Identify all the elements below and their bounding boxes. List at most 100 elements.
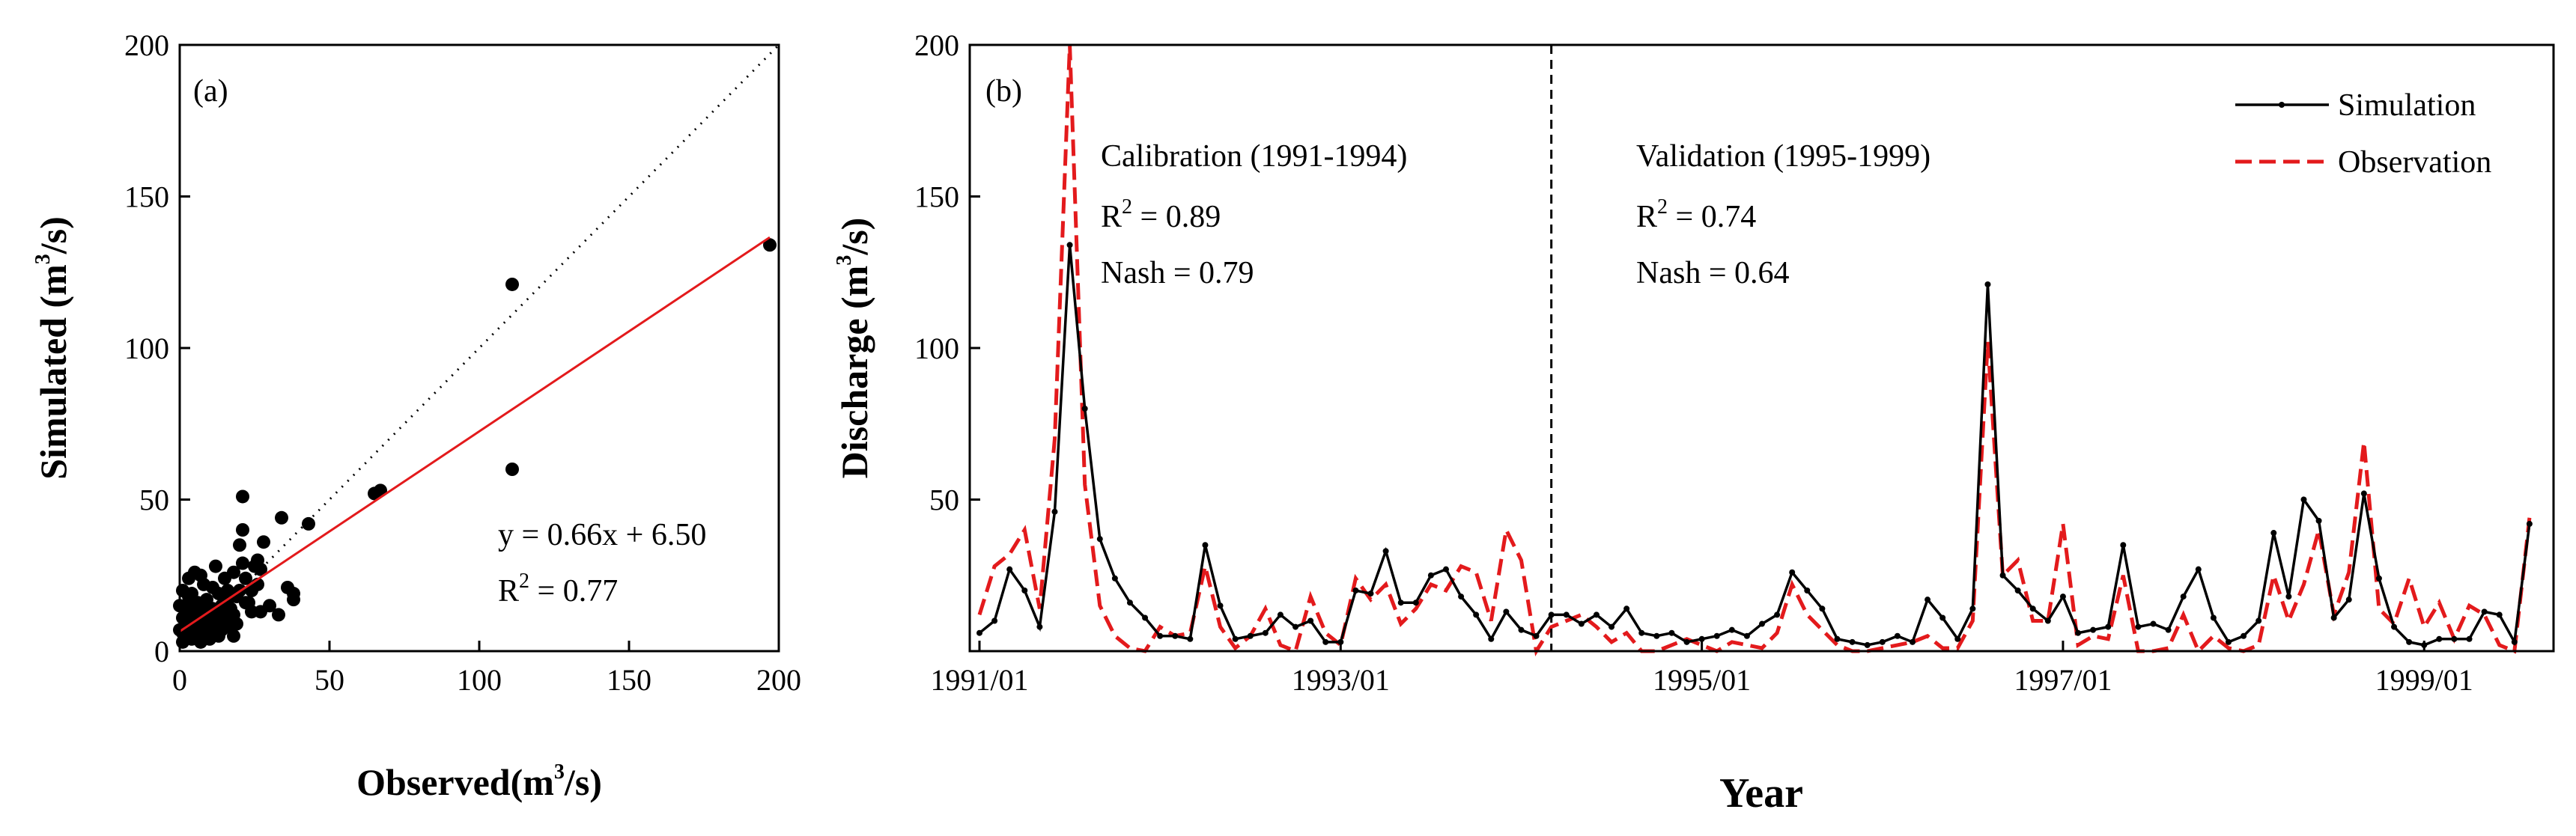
simulation-point — [1834, 635, 1841, 642]
scatter-point — [239, 571, 252, 585]
timeseries-y-tick-label: 50 — [929, 483, 959, 517]
scatter-point — [763, 238, 777, 252]
scatter-point — [194, 568, 207, 582]
simulation-markers — [976, 242, 2533, 648]
scatter-point — [236, 523, 249, 537]
scatter-point — [176, 611, 189, 625]
timeseries-x-tick-label: 1991/01 — [930, 663, 1028, 697]
simulation-point — [1638, 629, 1645, 636]
simulation-point — [1382, 548, 1389, 555]
validation-nash: Nash = 0.64 — [1636, 256, 1790, 290]
simulation-point — [1247, 632, 1254, 639]
simulation-point — [991, 617, 998, 624]
simulation-point — [2451, 635, 2458, 642]
simulation-point — [2315, 517, 2322, 524]
simulation-point — [2180, 594, 2187, 600]
calibration-title: Calibration (1991-1994) — [1101, 139, 1407, 174]
legend-simulation-label: Simulation — [2338, 88, 2476, 123]
scatter-x-tick-label: 150 — [607, 663, 651, 697]
simulation-point — [1081, 406, 1088, 412]
scatter-point — [209, 620, 222, 634]
simulation-point — [1668, 629, 1675, 636]
simulation-point — [1157, 632, 1164, 639]
simulation-point — [1262, 629, 1269, 636]
timeseries-x-axis-label: Year — [1719, 770, 1803, 817]
simulation-point — [1187, 635, 1194, 642]
scatter-point — [275, 510, 288, 525]
simulation-point — [1819, 605, 1826, 612]
scatter-point — [182, 571, 195, 585]
simulation-point — [1879, 638, 1886, 645]
scatter-points — [173, 238, 777, 649]
scatter-point — [272, 608, 285, 622]
simulation-point — [2014, 588, 2021, 594]
simulation-point — [1051, 508, 1058, 515]
simulation-point — [1473, 611, 1480, 618]
simulation-point — [2165, 626, 2172, 633]
simulation-point — [1789, 569, 1796, 576]
simulation-point — [2135, 623, 2142, 630]
simulation-point — [1142, 614, 1149, 621]
scatter-point — [230, 617, 243, 631]
legend-simulation-marker — [2279, 102, 2285, 108]
simulation-point — [2241, 632, 2247, 639]
simulation-point — [2075, 629, 2082, 636]
simulation-point — [2391, 623, 2398, 630]
simulation-point — [2526, 520, 2533, 527]
timeseries-y-ticks: 50 100 150 200 — [914, 28, 980, 517]
timeseries-x-ticks: 1991/01 1993/01 1995/01 1997/01 1999/01 — [930, 641, 2473, 697]
timeseries-y-axis-label: Discharge (m3/s) — [833, 218, 875, 479]
simulation-point — [1397, 599, 1404, 606]
simulation-point — [1533, 632, 1540, 639]
simulation-point — [1969, 605, 1976, 612]
simulation-point — [1518, 626, 1525, 633]
validation-r2: R2 = 0.74 — [1636, 195, 1756, 234]
simulation-point — [1609, 623, 1615, 630]
scatter-y-tick-label: 50 — [139, 483, 169, 517]
simulation-point — [2059, 594, 2066, 600]
scatter-point — [218, 571, 231, 585]
timeseries-panel: 1991/01 1993/01 1995/01 1997/01 1999/01 50 10… — [833, 28, 2555, 817]
timeseries-y-tick-label: 200 — [914, 28, 959, 62]
scatter-point — [263, 599, 276, 613]
scatter-point — [227, 629, 240, 643]
timeseries-plot-frame — [968, 43, 2555, 653]
simulation-point — [1488, 635, 1495, 642]
simulation-point — [2300, 496, 2307, 503]
scatter-point — [302, 516, 315, 531]
scatter-y-tick-label: 0 — [154, 635, 169, 668]
validation-title: Validation (1995-1999) — [1636, 139, 1931, 174]
observation-line — [977, 44, 2532, 656]
simulation-point — [2120, 542, 2127, 549]
scatter-point — [236, 556, 249, 570]
fit-equation: y = 0.66x + 6.50 — [498, 518, 706, 552]
simulation-point — [1126, 599, 1133, 606]
calibration-r2: R2 = 0.89 — [1101, 195, 1221, 234]
scatter-point — [239, 596, 252, 610]
timeseries-x-tick-label: 1999/01 — [2375, 663, 2473, 697]
simulation-point — [1774, 611, 1781, 618]
timeseries-y-tick-label: 100 — [914, 332, 959, 365]
scatter-x-tick-label: 100 — [457, 663, 502, 697]
simulation-point — [1292, 623, 1299, 630]
simulation-point — [1728, 626, 1735, 633]
scatter-point — [236, 489, 249, 504]
simulation-point — [976, 629, 982, 636]
scatter-y-ticks: 0 50 100 150 200 — [124, 28, 190, 668]
simulation-point — [1427, 572, 1434, 579]
simulation-point — [2044, 617, 2051, 624]
simulation-point — [2105, 623, 2112, 630]
legend-observation-label: Observation — [2338, 145, 2491, 180]
simulation-point — [1412, 599, 1419, 606]
simulation-point — [1322, 638, 1329, 645]
scatter-point — [176, 635, 189, 649]
simulation-point — [1954, 635, 1961, 642]
scatter-point — [182, 590, 195, 604]
simulation-point — [1352, 588, 1359, 594]
simulation-point — [2466, 635, 2473, 642]
timeseries-x-tick-label: 1997/01 — [2014, 663, 2112, 697]
simulation-point — [1713, 632, 1720, 639]
simulation-point — [1172, 632, 1179, 639]
simulation-point — [1999, 572, 2006, 579]
scatter-point — [505, 277, 519, 291]
